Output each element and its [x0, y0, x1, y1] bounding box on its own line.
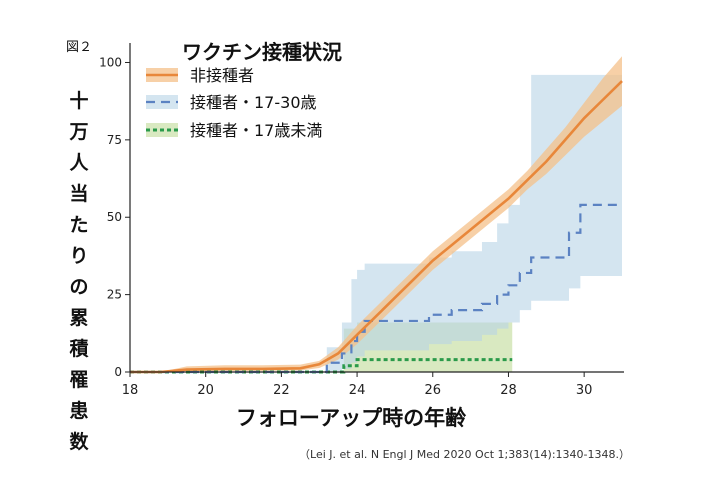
ci-band-series-0	[130, 56, 622, 373]
legend-label-2: 接種者・17歳未満	[190, 121, 322, 140]
citation: （Lei J. et al. N Engl J Med 2020 Oct 1;3…	[299, 446, 630, 462]
x-tick-label: 24	[349, 383, 366, 398]
y-axis-title-char: 十	[69, 90, 89, 112]
legend-label-1: 接種者・17-30歳	[190, 93, 317, 112]
y-axis-title-char: た	[69, 214, 89, 236]
citation-prefix: （Lei J. et al. N Engl J Med	[299, 448, 441, 461]
y-tick-label: 50	[107, 210, 122, 224]
citation-suffix: 2020 Oct 1;383(14):1340-1348.）	[443, 448, 630, 461]
y-axis-title-char: 当	[69, 183, 89, 205]
y-axis-title-char: 数	[69, 431, 89, 453]
y-tick-label: 75	[107, 133, 122, 147]
x-tick-label: 30	[576, 383, 593, 398]
y-tick-label: 25	[107, 288, 122, 302]
x-tick-label: 26	[424, 383, 441, 398]
y-axis-title-char: 患	[69, 400, 89, 422]
y-axis-title-char: 積	[69, 338, 89, 360]
figure-label: 図２	[66, 40, 93, 55]
y-axis-title-char: 累	[69, 307, 89, 329]
y-axis-title-char: り	[69, 245, 89, 267]
y-axis-title: 十万人当たりの累積罹患数	[66, 86, 92, 458]
ci-band-series-1	[130, 74, 622, 372]
series-line-0	[130, 80, 623, 374]
y-axis-title-char: の	[69, 276, 89, 298]
x-tick-label: 28	[500, 383, 517, 398]
legend-label-0: 非接種者	[190, 66, 254, 85]
legend-title: ワクチン接種状況	[182, 40, 342, 64]
y-axis-title-char: 万	[69, 121, 89, 143]
x-tick-label: 20	[197, 383, 214, 398]
y-tick-label: 0	[114, 365, 122, 379]
x-tick-label: 18	[122, 383, 139, 398]
x-tick-label: 22	[273, 383, 290, 398]
y-axis-title-char: 罹	[69, 369, 89, 391]
y-tick-label: 100	[99, 55, 122, 69]
y-axis-title-char: 人	[69, 152, 89, 174]
x-axis-title: フォローアップ時の年齢	[235, 406, 467, 430]
series-line-1	[130, 203, 622, 374]
